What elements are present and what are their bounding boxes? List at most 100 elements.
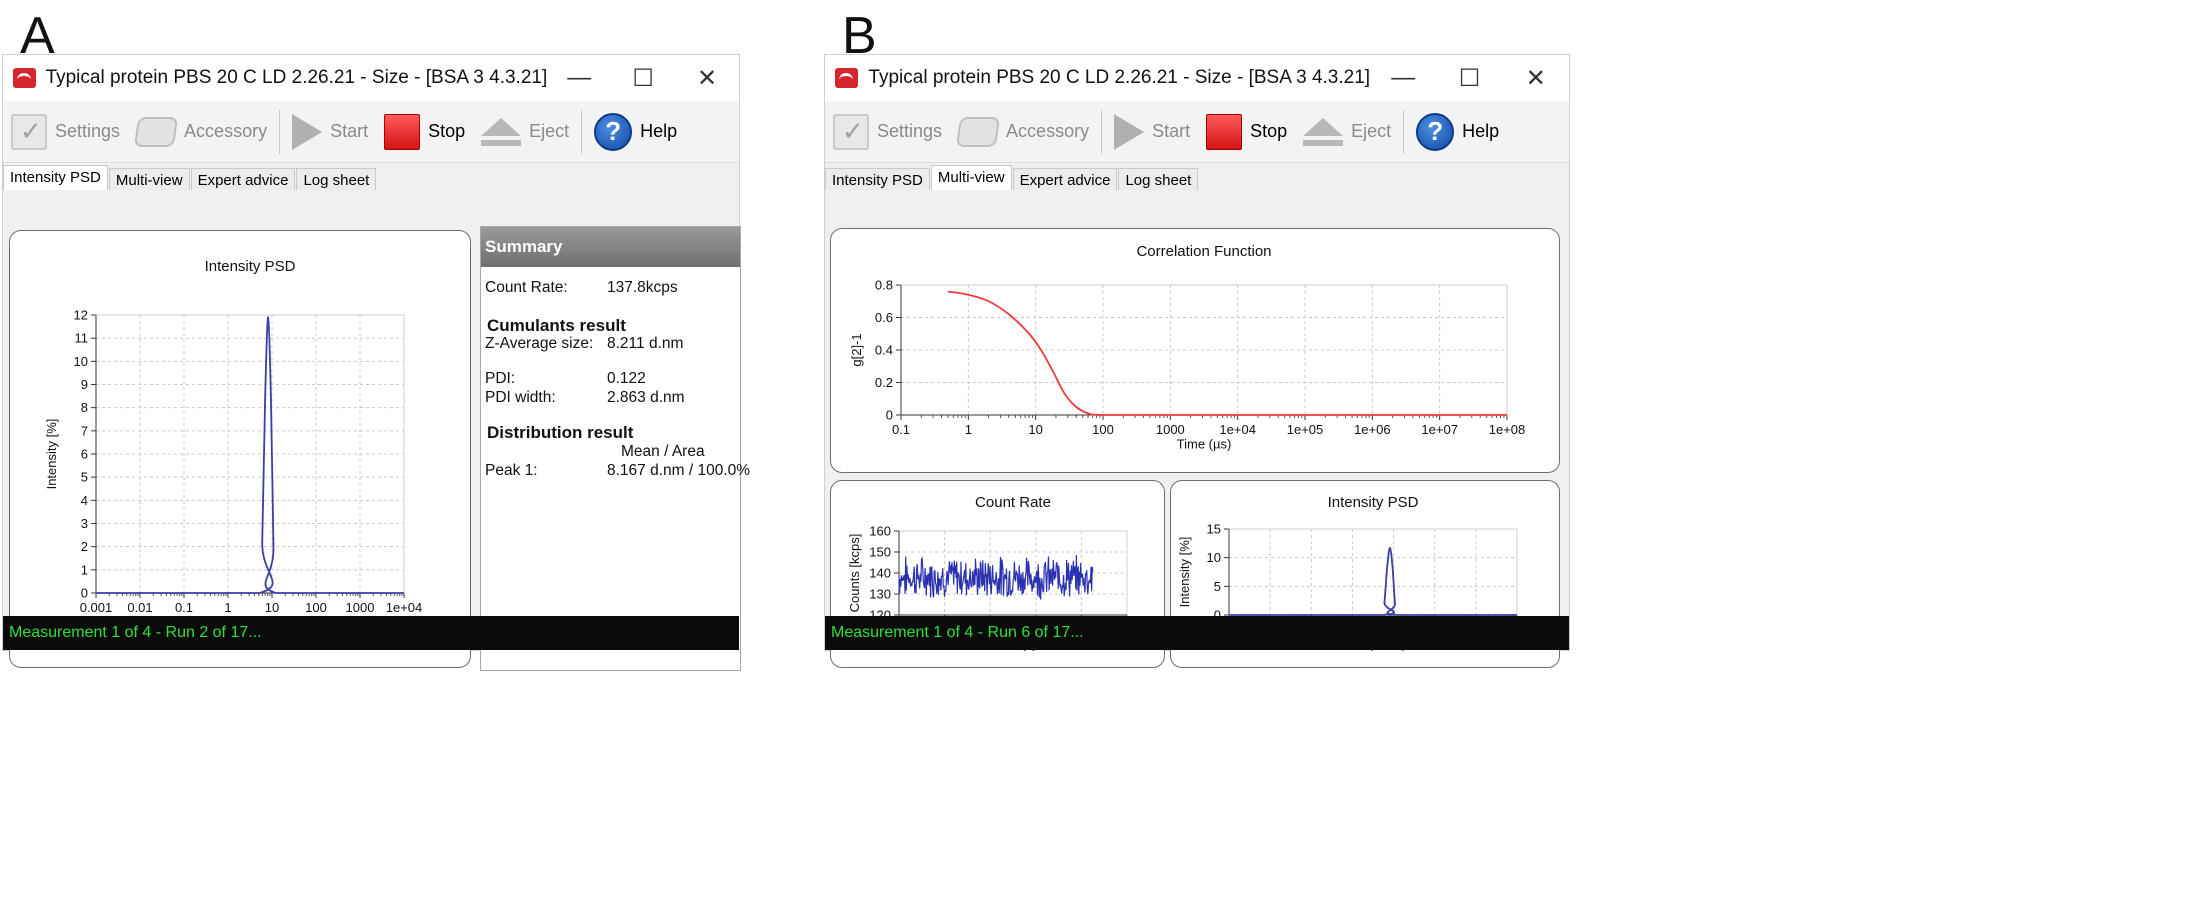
series-line [898,555,1094,600]
play-icon [292,113,323,150]
count-rate-label: Count Rate: [485,279,568,296]
x-tick-label: 1 [224,600,231,615]
maximize-button[interactable]: ☐ [1458,64,1481,92]
settings-button[interactable]: Settings [3,106,128,158]
y-tick-label: 160 [869,524,891,539]
start-button[interactable]: Start [284,106,376,158]
correlation-function-card: Correlation Function 0.1 1 10 100 1000 1e+04 1e… [830,228,1560,473]
eject-button[interactable]: Eject [1295,106,1399,158]
y-tick-label: 15 [1207,522,1221,537]
minimize-button[interactable]: — [1391,64,1416,91]
tab-intensity-psd[interactable]: Intensity PSD [3,165,108,190]
stop-button[interactable]: Stop [376,106,473,158]
chart-title: Intensity PSD [1328,494,1419,511]
stop-icon [384,113,421,150]
y-tick-label: 5 [1214,579,1221,594]
eject-icon [481,116,522,148]
x-tick-label: 10 [1028,422,1042,437]
close-button[interactable]: ✕ [696,64,718,92]
eject-icon [1303,116,1344,148]
tab-log-sheet[interactable]: Log sheet [1118,168,1199,190]
status-bar: Measurement 1 of 4 - Run 2 of 17... [3,616,739,650]
toolbar: Settings Accessory Start Stop Eject ?Hel… [3,101,739,163]
y-tick-label: 140 [869,566,891,581]
y-tick-label: 8 [81,400,88,415]
close-button[interactable]: ✕ [1525,64,1546,92]
eject-button[interactable]: Eject [473,106,577,158]
pdi-width-label: PDI width: [485,389,556,406]
y-tick-label: 130 [869,587,891,602]
tab-intensity-psd[interactable]: Intensity PSD [825,168,930,190]
app-logo-icon [835,68,859,88]
zavg-label: Z-Average size: [485,335,594,352]
x-tick-label: 100 [305,600,327,615]
y-tick-label: 0 [81,586,88,601]
series-line [947,290,1507,416]
tab-log-sheet[interactable]: Log sheet [296,168,377,190]
stop-button[interactable]: Stop [1198,106,1295,158]
y-tick-label: 9 [81,377,88,392]
minimize-button[interactable]: — [567,64,592,91]
x-tick-label: 1e+08 [1489,422,1526,437]
mean-area-label: Mean / Area [621,443,705,460]
tab-strip: Intensity PSD Multi-view Expert advice L… [825,165,1199,190]
help-icon: ? [1416,112,1455,151]
settings-button[interactable]: Settings [825,106,950,158]
help-button[interactable]: ? Help [1408,106,1507,158]
toolbar-divider [279,109,281,154]
app-logo-icon [13,68,36,88]
toolbar-divider [1101,109,1103,154]
x-axis-label: Time (µs) [1177,436,1232,451]
x-tick-label: 1e+04 [1219,422,1256,437]
tab-expert-advice[interactable]: Expert advice [190,168,296,190]
y-tick-label: 12 [74,308,88,323]
y-tick-label: 150 [869,545,891,560]
x-tick-label: 0.01 [127,600,152,615]
plot-frame [1228,528,1518,616]
pdi-value: 0.122 [607,370,646,387]
x-tick-label: 0.1 [892,422,910,437]
chart-title: Intensity PSD [205,258,296,275]
maximize-button[interactable]: ☐ [632,64,654,92]
tab-strip: Intensity PSD Multi-view Expert advice L… [3,165,377,190]
title-bar: Typical protein PBS 20 C LD 2.26.21 - Si… [825,55,1569,101]
x-tick-label: 1e+05 [1287,422,1324,437]
accessory-button[interactable]: Accessory [950,106,1097,158]
start-button[interactable]: Start [1106,106,1198,158]
x-tick-label: 0.001 [80,600,113,615]
distribution-heading: Distribution result [487,423,634,442]
y-tick-label: 11 [75,331,89,346]
window-title: Typical protein PBS 20 C LD 2.26.21 - Si… [868,67,1371,88]
toolbar-divider [1403,109,1405,154]
y-axis-label: Intensity [%] [44,419,59,490]
status-bar: Measurement 1 of 4 - Run 6 of 17... [825,616,1569,650]
toolbar-divider [581,109,583,154]
settings-check-icon [11,113,47,150]
accessory-button[interactable]: Accessory [128,106,275,158]
tab-multi-view[interactable]: Multi-view [930,165,1012,190]
stop-icon [1206,113,1243,150]
series-line [95,316,404,594]
window-a: Typical protein PBS 20 C LD 2.26.21 - Si… [2,54,750,671]
y-tick-label: 7 [81,423,88,438]
chart-title: Correlation Function [1136,243,1271,260]
x-tick-label: 1e+07 [1421,422,1458,437]
content-area: Correlation Function 0.1 1 10 100 1000 1e+04 1e… [825,190,1569,668]
tab-expert-advice[interactable]: Expert advice [1012,168,1118,190]
help-button[interactable]: ? Help [586,106,685,158]
y-tick-label: 1 [81,562,88,577]
window-title: Typical protein PBS 20 C LD 2.26.21 - Si… [45,67,548,88]
y-tick-label: 5 [81,470,88,485]
y-tick-label: 0.8 [875,278,893,293]
tab-multi-view[interactable]: Multi-view [108,168,190,190]
y-tick-label: 0.4 [875,343,893,358]
x-tick-label: 1000 [346,600,375,615]
y-tick-label: 0 [886,408,893,423]
pdi-width-value: 2.863 d.nm [607,389,685,406]
y-tick-label: 10 [74,354,88,369]
x-tick-label: 1 [965,422,972,437]
settings-check-icon [833,113,869,150]
peak1-label: Peak 1: [485,462,538,479]
